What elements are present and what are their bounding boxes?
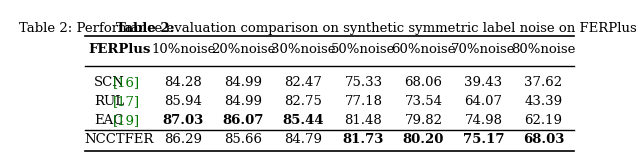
Text: 74.98: 74.98 (465, 114, 502, 127)
Text: FERPlus: FERPlus (88, 43, 150, 56)
Text: 62.19: 62.19 (525, 114, 563, 127)
Text: [16]: [16] (113, 76, 140, 89)
Text: 75.17: 75.17 (463, 133, 504, 146)
Text: 84.99: 84.99 (225, 76, 262, 89)
Text: 85.44: 85.44 (283, 114, 324, 127)
Text: Table 2:: Table 2: (116, 22, 175, 35)
Text: 10%noise: 10%noise (151, 43, 216, 56)
Text: 68.06: 68.06 (404, 76, 442, 89)
Text: 64.07: 64.07 (465, 95, 502, 108)
Text: 73.54: 73.54 (404, 95, 442, 108)
Text: 30%noise: 30%noise (271, 43, 336, 56)
Text: 84.79: 84.79 (284, 133, 323, 146)
Text: 50%noise: 50%noise (332, 43, 396, 56)
Text: 43.39: 43.39 (524, 95, 563, 108)
Text: 82.75: 82.75 (285, 95, 323, 108)
Text: [19]: [19] (113, 114, 140, 127)
Text: 80%noise: 80%noise (511, 43, 576, 56)
Text: 86.29: 86.29 (164, 133, 202, 146)
Text: 84.28: 84.28 (164, 76, 202, 89)
Text: 81.48: 81.48 (344, 114, 382, 127)
Text: 82.47: 82.47 (285, 76, 323, 89)
Text: 84.99: 84.99 (225, 95, 262, 108)
Text: NCCTFER: NCCTFER (84, 133, 154, 146)
Text: 68.03: 68.03 (523, 133, 564, 146)
Text: Table 2: Performance evaluation comparison on synthetic symmetric label noise on: Table 2: Performance evaluation comparis… (19, 22, 637, 35)
Text: 77.18: 77.18 (344, 95, 383, 108)
Text: 75.33: 75.33 (344, 76, 383, 89)
Text: 60%noise: 60%noise (391, 43, 456, 56)
Text: 80.20: 80.20 (403, 133, 444, 146)
Text: 79.82: 79.82 (404, 114, 442, 127)
Text: RUL: RUL (93, 95, 124, 108)
Text: 85.94: 85.94 (164, 95, 202, 108)
Text: 87.03: 87.03 (163, 114, 204, 127)
Text: 20%noise: 20%noise (211, 43, 276, 56)
Text: 85.66: 85.66 (225, 133, 262, 146)
Text: 86.07: 86.07 (223, 114, 264, 127)
Text: 39.43: 39.43 (465, 76, 502, 89)
Text: 81.73: 81.73 (343, 133, 384, 146)
Text: EAC: EAC (94, 114, 124, 127)
Text: 37.62: 37.62 (524, 76, 563, 89)
Text: SCN: SCN (93, 76, 124, 89)
Text: 70%noise: 70%noise (451, 43, 516, 56)
Text: [17]: [17] (113, 95, 140, 108)
